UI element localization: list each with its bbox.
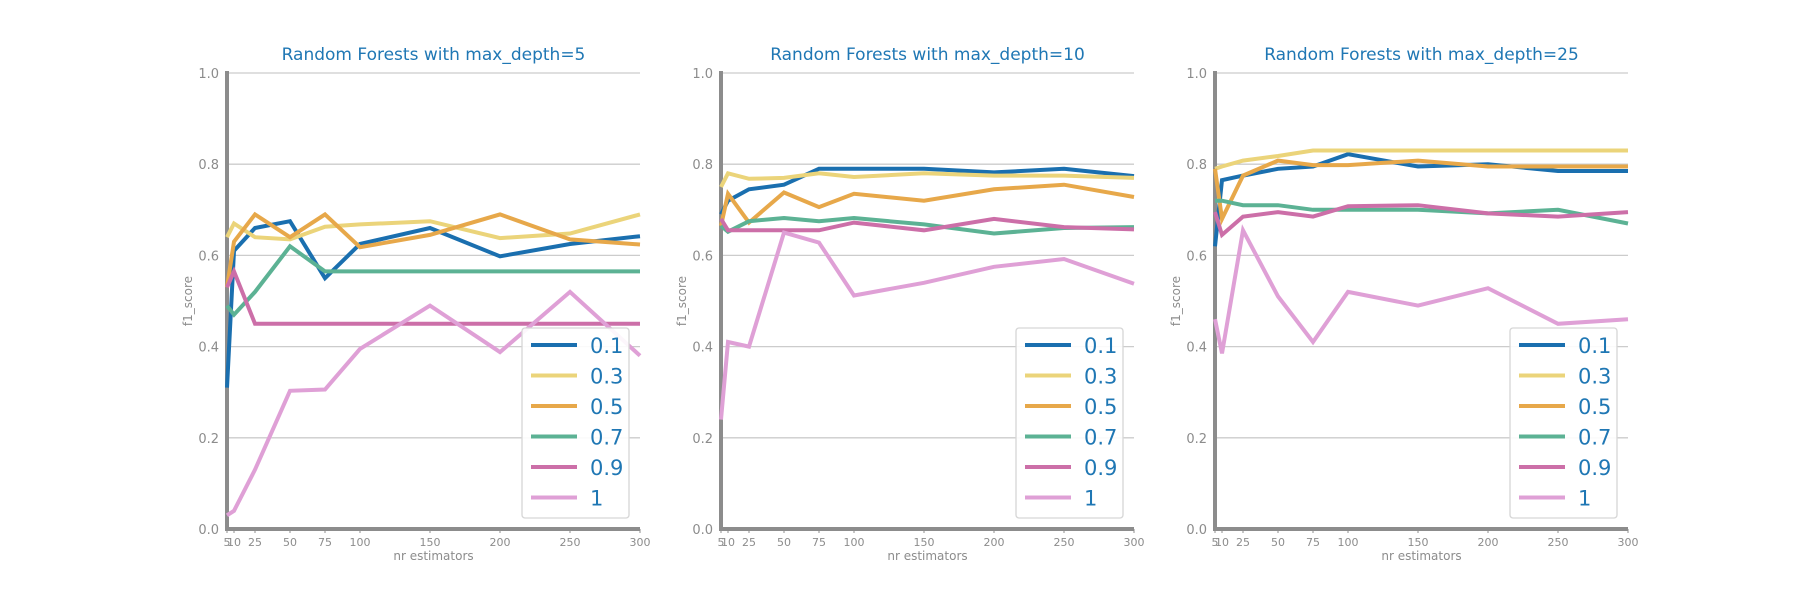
legend-label: 0.7 [1084,426,1117,450]
series-line-0.5 [225,211,641,288]
x-tick-label: 5 [1212,536,1219,549]
x-tick-label: 25 [742,536,756,549]
y-tick-label: 0.2 [198,432,219,447]
x-tick-label: 75 [812,536,826,549]
y-tick-label: 0.4 [198,341,219,356]
legend-label: 0.5 [1578,395,1611,419]
legend-label: 0.7 [590,426,623,450]
series-line-1 [1213,224,1629,354]
x-tick-label: 150 [914,536,935,549]
legend-label: 0.5 [1084,395,1117,419]
x-tick-label: 50 [1271,536,1285,549]
series-line-1 [225,289,642,517]
y-tick-label: 0.0 [692,523,713,538]
y-tick-label: 0.0 [1186,523,1207,538]
series-line-1 [719,230,1135,420]
legend-label: 1 [1084,487,1097,511]
legend-label: 0.1 [590,334,623,358]
x-tick-label: 300 [1618,536,1639,549]
chart-panel-3: 0.0 0.2 0.4 0.6 0.8 1.0 510 25 50 75 100 150 200 250 3… [1169,45,1639,563]
y-tick-label: 0.6 [1186,249,1207,264]
series-line-0.7 [225,243,640,318]
x-tick-label: 75 [318,536,332,549]
y-tick-label: 1.0 [1186,67,1207,82]
legend-label: 0.3 [590,365,623,389]
y-tick-label: 0.8 [1186,158,1207,173]
legend-label: 0.5 [590,395,623,419]
x-tick-label: 200 [984,536,1005,549]
y-tick-label: 1.0 [198,67,219,82]
x-tick-label: 100 [844,536,865,549]
chart-panel-2: 0.0 0.2 0.4 0.6 0.8 1.0 510 25 50 75 100 150 200 250 3… [675,45,1145,563]
chart-title: Random Forests with max_depth=10 [770,45,1085,65]
x-tick-label: 100 [1338,536,1359,549]
x-tick-label: 25 [1236,536,1250,549]
y-axis-label: f1_score [675,276,689,326]
x-axis-label: nr estimators [1381,549,1461,563]
legend-label: 0.9 [1084,456,1117,480]
series-line-0.5 [719,182,1135,227]
x-tick-label: 5 [718,536,725,549]
x-tick-label: 75 [1306,536,1320,549]
y-tick-label: 0.4 [1186,341,1207,356]
chart-title: Random Forests with max_depth=5 [282,45,586,65]
series-line-0.3 [1214,148,1628,171]
series-line-0.7 [719,215,1135,236]
y-tick-label: 1.0 [692,67,713,82]
x-axis-label: nr estimators [887,549,967,563]
legend-label: 1 [590,487,603,511]
legend-label: 0.9 [1578,456,1611,480]
series-line-0.1 [225,218,641,388]
x-tick-label: 300 [630,536,651,549]
y-axis-label: f1_score [181,276,195,326]
x-tick-label: 250 [1054,536,1075,549]
series-line-0.9 [719,216,1135,233]
x-tick-label: 150 [420,536,441,549]
x-tick-label: 100 [350,536,371,549]
legend-label: 0.3 [1578,365,1611,389]
x-tick-label: 300 [1124,536,1145,549]
x-tick-label: 200 [1478,536,1499,549]
legend-label: 0.1 [1578,334,1611,358]
legend-label: 0.9 [590,456,623,480]
y-tick-label: 0.6 [692,249,713,264]
series-line-0.5 [1213,158,1628,226]
legend-label: 0.7 [1578,426,1611,450]
legend-label: 0.1 [1084,334,1117,358]
y-tick-label: 0.4 [692,341,713,356]
legend-label: 0.3 [1084,365,1117,389]
series-line-0.9 [1213,203,1629,239]
x-tick-label: 250 [560,536,581,549]
x-tick-label: 150 [1408,536,1429,549]
x-tick-label: 10 [721,536,735,549]
x-tick-label: 250 [1548,536,1569,549]
x-tick-label: 25 [248,536,262,549]
y-tick-label: 0.0 [198,523,219,538]
x-tick-label: 50 [283,536,297,549]
series-line-0.1 [719,166,1135,216]
y-tick-label: 0.2 [692,432,713,447]
y-tick-label: 0.2 [1186,432,1207,447]
x-tick-label: 5 [224,536,231,549]
legend-label: 1 [1578,487,1591,511]
x-axis-label: nr estimators [393,549,473,563]
series-line-0.3 [719,170,1135,188]
y-axis-label: f1_score [1169,276,1183,326]
x-tick-label: 50 [777,536,791,549]
chart-panel-1: 0.0 0.2 0.4 0.6 0.8 1.0 510 25 50 75 100 150 200 250 3… [181,45,651,563]
x-tick-label: 10 [227,536,241,549]
y-tick-label: 0.8 [692,158,713,173]
chart-title: Random Forests with max_depth=25 [1264,45,1579,65]
y-tick-label: 0.8 [198,158,219,173]
x-tick-label: 200 [490,536,511,549]
y-tick-label: 0.6 [198,249,219,264]
x-tick-label: 10 [1215,536,1229,549]
